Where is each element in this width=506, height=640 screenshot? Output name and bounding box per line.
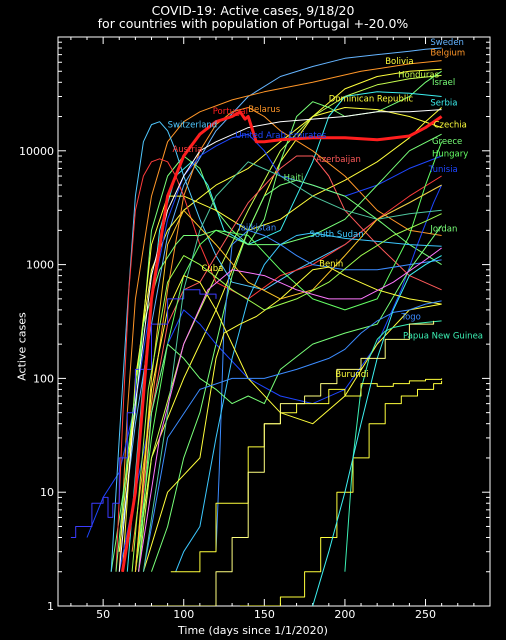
series-label: South Sudan [309,230,363,240]
series-label: Papua New Guinea [403,331,483,341]
series-line-unnamed [134,184,442,572]
y-tick-label: 10000 [19,145,54,158]
series-label: Haiti [284,173,304,183]
series-line-unnamed [151,320,435,606]
series-label: Bolivia [385,57,413,67]
x-tick-label: 50 [96,608,110,621]
series-label: Hungary [432,150,468,160]
series-label: Switzerland [168,121,218,131]
series-label: Tajikistan [236,223,276,233]
series-line-cuba [134,275,442,572]
series-label: Serbia [430,99,457,109]
series-line-belarus [131,107,442,552]
series-label: Greece [432,137,462,147]
series-line-unnamed [240,380,443,606]
series-line-greece [115,133,442,572]
series-label: Dominican Republic [329,95,414,105]
y-tick-label: 1000 [26,259,54,272]
series-line-unnamed [142,161,442,572]
series-label: Belarus [248,105,281,115]
series-line-azerbaijan [134,155,442,572]
series-label: Azerbaijan [316,155,361,165]
series-line-sweden [118,47,442,552]
series-label: Benin [319,260,343,270]
series-line-belgium [118,60,442,572]
series-line-dominican-republic [122,107,442,572]
y-tick-label: 100 [33,372,54,385]
series-line-austria [115,158,442,572]
series-label: Austria [172,145,202,155]
series-label: United Arab Emirates [235,131,327,141]
series-line-unnamed [70,289,217,538]
series-label: Tunisia [428,165,458,175]
series-line-burundi [170,378,443,573]
series-line-serbia [126,91,442,572]
series-label: Burundi [335,370,368,380]
x-tick-label: 100 [173,608,194,621]
series-label: Czechia [434,121,467,131]
series-line-south-sudan [175,232,442,572]
series-line-czechia [118,107,442,552]
series-line-honduras [138,74,442,572]
series-label: Portugal [213,107,248,117]
y-axis-label: Active cases [15,312,29,381]
series-line-switzerland [110,121,442,572]
chart-title: COVID-19: Active cases, 9/18/20 [151,3,355,18]
series-line-hungary [134,141,443,572]
x-axis-label: Time (days since 1/1/2020) [178,624,328,637]
series-line-haiti [151,179,442,572]
series-label: Togo [400,312,421,322]
y-tick-label: 1 [47,600,54,613]
series-line-togo [142,300,442,572]
chart-subtitle: for countries with population of Portuga… [97,16,409,31]
series-line-jordan [138,225,443,572]
series-label: Sweden [430,38,464,48]
series-label: Israel [432,78,455,88]
series-label: Honduras [398,71,439,81]
x-tick-label: 250 [415,608,436,621]
series-line-unnamed [131,213,442,572]
series-line-benin [142,266,442,572]
y-tick-label: 10 [40,486,54,499]
x-tick-label: 200 [334,608,355,621]
series-label: Cuba [201,264,223,274]
series-line-unnamed [118,109,442,572]
series-label: Jordan [429,225,457,235]
series-label: Belgium [430,48,465,58]
series-line-unnamed [138,247,442,572]
series-line-unnamed [312,255,442,606]
series-line-portugal [121,110,443,572]
series-line-papua-new-guinea [344,320,442,572]
x-tick-label: 150 [254,608,275,621]
